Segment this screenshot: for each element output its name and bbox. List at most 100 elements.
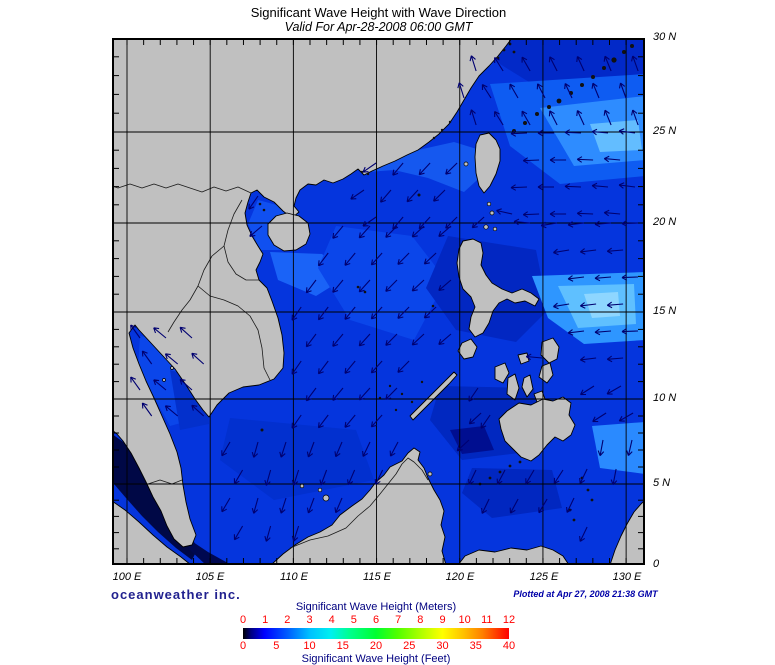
- samar-island: [540, 337, 560, 364]
- wave-arrow: [606, 385, 622, 395]
- wave-arrow: [610, 468, 618, 486]
- wave-arrow: [291, 414, 302, 429]
- legend-tick: 3: [306, 614, 313, 626]
- wave-arrow: [603, 209, 621, 217]
- wave-arrow: [591, 128, 609, 136]
- wave-arrow: [350, 189, 365, 200]
- wave-arrow: [380, 189, 392, 203]
- wave-arrow: [631, 55, 639, 72]
- borneo-island: [270, 447, 447, 565]
- legend-tick: 4: [328, 614, 335, 626]
- wave-arrow: [319, 469, 328, 486]
- wave-arrow: [469, 55, 477, 72]
- wave-arrow: [291, 306, 302, 321]
- wave-arrow: [362, 162, 377, 173]
- wave-arrow: [480, 414, 491, 429]
- wave-arrow: [509, 498, 519, 514]
- legend-gradient-bar: [243, 628, 509, 639]
- wave-arrow: [362, 216, 377, 227]
- wave-arrow: [248, 195, 259, 210]
- wave-arrow: [603, 155, 621, 163]
- wave-arrow: [164, 405, 179, 417]
- wave-arrow: [392, 162, 404, 176]
- legend-tick: 15: [336, 640, 349, 652]
- wave-arrow: [594, 274, 612, 282]
- wave-arrow: [592, 412, 607, 423]
- wave-arrow: [521, 110, 531, 126]
- wave-arrow: [522, 157, 540, 164]
- wave-arrow: [411, 333, 425, 346]
- wave-arrow: [494, 111, 504, 126]
- legend-tick: 30: [436, 640, 449, 652]
- wave-arrow: [481, 84, 492, 99]
- wave-arrow: [567, 275, 585, 282]
- wave-arrow: [438, 225, 452, 237]
- wave-arrow: [564, 183, 582, 190]
- wave-arrow: [579, 248, 597, 255]
- wave-arrow: [264, 469, 272, 486]
- wave-arrow: [251, 441, 259, 458]
- wave-arrow: [164, 353, 179, 365]
- wave-arrow: [456, 439, 470, 452]
- valid-time-subtitle: Valid For Apr-28-2008 06:00 GMT: [284, 20, 473, 34]
- wave-arrow: [406, 189, 419, 203]
- wave-arrow: [291, 360, 302, 375]
- wave-arrow: [305, 333, 317, 348]
- oceanweather-branding: oceanweather inc.: [111, 587, 241, 602]
- legend-tick: 1: [262, 614, 269, 626]
- wave-arrow: [317, 414, 329, 429]
- legend-feet-label: Significant Wave Height (Feet): [301, 653, 451, 665]
- wave-arrow: [385, 279, 398, 292]
- lat-label: 5 N: [653, 477, 671, 489]
- wave-arrow: [579, 356, 597, 363]
- wave-arrow: [457, 82, 465, 99]
- legend-tick: 5: [350, 614, 357, 626]
- legend-tick: 8: [417, 614, 424, 626]
- wave-arrow: [481, 498, 490, 514]
- wave-arrow: [249, 225, 263, 237]
- wave-arrow: [469, 109, 477, 126]
- wave-arrow: [553, 469, 564, 484]
- wave-arrow: [618, 412, 634, 422]
- wave-arrow: [553, 248, 570, 256]
- wave-arrow: [332, 279, 344, 293]
- wave-arrow: [438, 279, 452, 291]
- china-indochina-landmass: [112, 38, 513, 548]
- wave-arrow: [521, 56, 531, 72]
- mindoro-island: [457, 338, 478, 360]
- wave-arrow: [494, 57, 504, 72]
- lat-label: 15 N: [653, 305, 677, 317]
- wave-arrow: [621, 220, 639, 227]
- legend-tick: 10: [458, 614, 471, 626]
- wave-arrow: [385, 333, 398, 346]
- lat-label: 10 N: [653, 392, 677, 404]
- wave-arrow: [603, 55, 612, 72]
- wave-arrow: [433, 189, 446, 202]
- wave-arrow: [397, 306, 410, 319]
- wave-arrow: [418, 162, 431, 176]
- wave-arrow: [279, 441, 287, 458]
- legend-tick: 6: [372, 614, 380, 626]
- legend-feet-ticks: 0 5 10 15 20 25 30 35 40: [240, 640, 515, 653]
- wave-arrow: [306, 497, 315, 514]
- wave-arrow: [362, 441, 371, 457]
- wave-arrow: [358, 225, 371, 239]
- lat-label: 25 N: [653, 125, 677, 137]
- wave-arrow: [538, 498, 548, 514]
- wave-arrow: [332, 333, 344, 347]
- graticule-grid-lines: [112, 38, 645, 565]
- legend-tick: 10: [303, 640, 316, 652]
- wave-arrow: [525, 353, 543, 361]
- map-frame: [112, 38, 645, 565]
- wave-arrow: [358, 333, 371, 347]
- wave-arrow: [548, 110, 558, 126]
- wave-arrow: [576, 210, 594, 217]
- wave-arrow: [332, 225, 344, 239]
- panay-island: [494, 362, 510, 384]
- wave-arrow: [389, 441, 399, 457]
- sulawesi-island: [457, 545, 570, 565]
- mindanao-island: [498, 396, 576, 462]
- negros-island: [506, 373, 520, 401]
- wave-arrow: [510, 130, 528, 137]
- wave-arrow: [537, 183, 554, 191]
